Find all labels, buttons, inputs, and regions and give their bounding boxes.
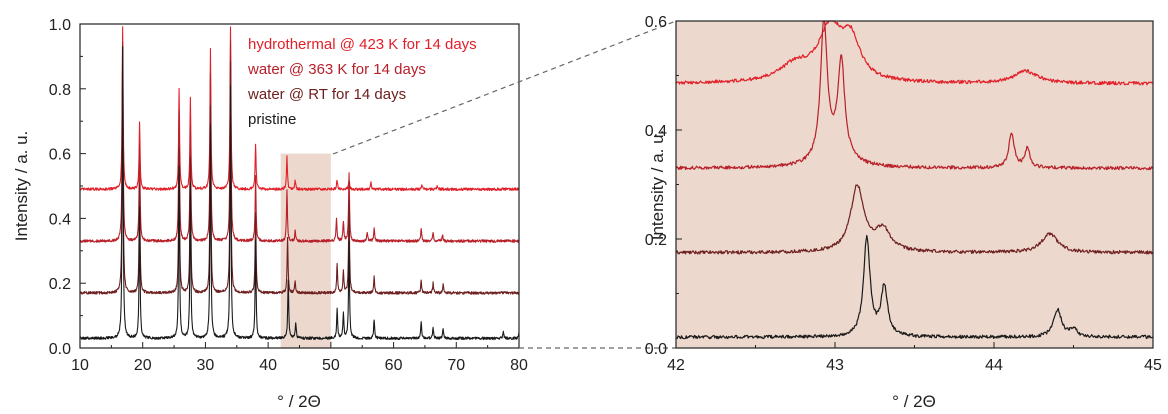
- overview-x-tick-label: 30: [197, 357, 215, 374]
- zoom-y-tick-label: 0.6: [645, 14, 667, 31]
- zoom-plot-background: [676, 21, 1153, 348]
- overview-y-ticks: 0.0 0.2 0.4 0.6 0.8 1.0: [49, 17, 86, 358]
- zoom-series-line-1: [675, 20, 1154, 171]
- overview-y-tick-label: 0.2: [49, 276, 71, 293]
- overview-y-tick-label: 0.8: [49, 82, 71, 99]
- overview-x-ticks: 10 20 30 40 50 60 70 80: [71, 342, 528, 374]
- overview-y-tick-label: 0.6: [49, 147, 71, 164]
- zoom-y-ticks: 0.0 0.2 0.4 0.6: [645, 14, 682, 358]
- zoom-x-tick-label: 44: [985, 357, 1003, 374]
- zoom-y-tick-label: 0.4: [645, 123, 667, 140]
- legend-item-water-rt: water @ RT for 14 days: [247, 86, 406, 103]
- zoom-x-ticks: 42 43 44 45: [667, 342, 1162, 374]
- legend: hydrothermal @ 423 K for 14 days water @…: [247, 36, 477, 128]
- overview-chart: 10 20 30 40 50 60 70 80 0.0 0.2 0.4 0.6 0.8 1.0 ° / …: [12, 17, 528, 411]
- zoom-y-tick-label: 0.0: [645, 341, 667, 358]
- overview-y-axis-label: Intensity / a. u.: [12, 131, 31, 242]
- overview-series-line-0: [79, 26, 520, 192]
- overview-x-tick-label: 10: [71, 357, 89, 374]
- overview-y-tick-label: 0.4: [49, 211, 71, 228]
- zoom-connector-top: [332, 20, 677, 155]
- overview-x-tick-label: 40: [259, 357, 277, 374]
- zoom-y-tick-label: 0.2: [645, 232, 667, 249]
- zoom-x-tick-label: 43: [826, 357, 844, 374]
- legend-item-pristine: pristine: [248, 111, 296, 128]
- zoom-series-group: [675, 20, 1154, 340]
- zoom-series-line-3: [675, 234, 1154, 340]
- overview-series-group: [79, 26, 520, 341]
- legend-item-hydrothermal: hydrothermal @ 423 K for 14 days: [248, 36, 477, 53]
- overview-y-tick-label: 1.0: [49, 17, 71, 34]
- zoom-x-tick-label: 42: [667, 357, 685, 374]
- overview-series-line-3: [79, 46, 520, 341]
- legend-item-water-363k: water @ 363 K for 14 days: [247, 61, 426, 78]
- overview-x-tick-label: 20: [134, 357, 152, 374]
- zoom-x-axis-label: ° / 2Θ: [892, 392, 936, 411]
- zoom-y-axis-label: Intensity / a. u.: [648, 130, 667, 241]
- overview-y-tick-label: 0.0: [49, 341, 71, 358]
- overview-series-line-1: [79, 40, 520, 243]
- overview-x-axis-label: ° / 2Θ: [277, 392, 321, 411]
- overview-x-tick-label: 80: [510, 357, 528, 374]
- overview-x-tick-label: 70: [447, 357, 465, 374]
- overview-x-tick-label: 50: [322, 357, 340, 374]
- overview-series-line-2: [79, 46, 520, 295]
- zoom-series-line-2: [675, 184, 1154, 255]
- zoom-x-tick-label: 45: [1144, 357, 1162, 374]
- zoom-chart: 42 43 44 45 0.0 0.2 0.4 0.6 ° / 2Θ Intensity /…: [645, 14, 1162, 411]
- zoom-series-line-0: [675, 20, 1154, 86]
- overview-x-tick-label: 60: [385, 357, 403, 374]
